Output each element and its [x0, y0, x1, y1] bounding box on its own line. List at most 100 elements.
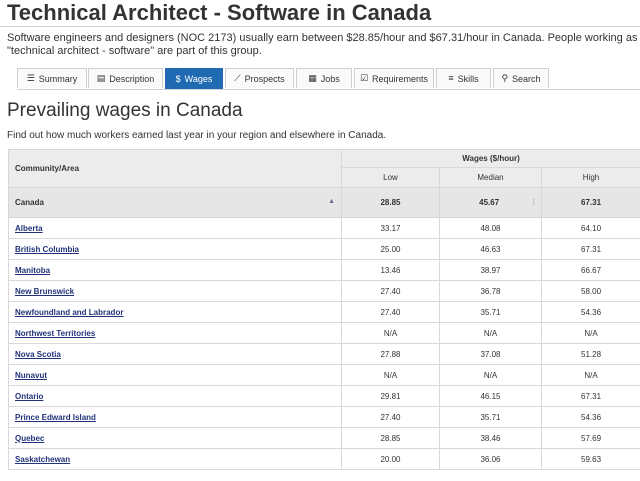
median-cell: 38.46 [439, 427, 542, 449]
area-name: Canada [15, 198, 44, 207]
tab-search[interactable]: ⚲ Search [493, 68, 549, 88]
list-icon: ☰ [26, 73, 35, 83]
median-cell: 46.15 [439, 385, 542, 407]
low-cell: 20.00 [341, 448, 440, 470]
area-cell: Nunavut [8, 364, 342, 386]
high-cell: 57.69 [540, 427, 640, 449]
high-cell: 67.31 [540, 385, 640, 407]
median-cell: N/A [439, 364, 542, 386]
column-header-community[interactable]: Community/Area [8, 149, 342, 188]
median-cell: 37.08 [439, 343, 542, 365]
intro-text: Software engineers and designers (NOC 21… [7, 32, 640, 57]
area-link[interactable]: Northwest Territories [15, 328, 96, 338]
table-row: Newfoundland and Labrador 27.40 35.71 54.36 [8, 301, 640, 323]
canada-cell: Canada ▲ [8, 187, 342, 218]
tab-bar: ☰ Summary ▤ Description $ Wages ⟋ Prospe… [17, 68, 640, 90]
column-header-high[interactable]: High [540, 167, 640, 188]
table-row: Quebec 28.85 38.46 57.69 [8, 427, 640, 449]
table-row: Northwest Territories N/A N/A N/A [8, 322, 640, 344]
table-row: Nunavut N/A N/A N/A [8, 364, 640, 386]
high-cell: 51.28 [540, 343, 640, 365]
tab-label: Requirements [372, 73, 429, 84]
document-icon: ▤ [96, 73, 106, 83]
area-cell: New Brunswick [8, 280, 342, 302]
section-subtitle: Find out how much workers earned last ye… [7, 130, 387, 141]
area-link[interactable]: Nunavut [15, 370, 47, 380]
median-value: 45.67 [479, 198, 500, 207]
median-cell: 35.71 [439, 301, 542, 323]
wages-table: Community/Area Wages ($/hour) Low Median… [8, 149, 640, 470]
area-cell: Manitoba [8, 259, 342, 281]
area-cell: Quebec [8, 427, 342, 449]
page-title: Technical Architect - Software in Canada [7, 0, 432, 25]
high-cell: 54.36 [540, 406, 640, 428]
tab-skills[interactable]: ≡ Skills [436, 68, 491, 88]
low-cell: 27.40 [341, 280, 440, 302]
tab-label: Description [109, 73, 155, 84]
column-header-median[interactable]: Median [439, 167, 542, 188]
low-cell: 13.46 [341, 259, 440, 281]
table-row: New Brunswick 27.40 36.78 58.00 [8, 280, 640, 302]
area-link[interactable]: Alberta [15, 223, 43, 233]
area-link[interactable]: Quebec [15, 433, 45, 443]
low-cell: N/A [341, 322, 440, 344]
table-row: Saskatchewan 20.00 36.06 59.63 [8, 448, 640, 470]
tab-requirements[interactable]: ☑ Requirements [354, 68, 434, 88]
area-cell: Newfoundland and Labrador [8, 301, 342, 323]
section-title: Prevailing wages in Canada [7, 100, 243, 121]
tab-wages[interactable]: $ Wages [165, 68, 223, 89]
sort-ascending-icon[interactable]: ▲ [328, 198, 335, 205]
area-link[interactable]: Nova Scotia [15, 349, 61, 359]
area-link[interactable]: New Brunswick [15, 286, 75, 296]
tab-label: Skills [457, 73, 479, 84]
tab-label: Search [512, 73, 541, 84]
area-link[interactable]: Manitoba [15, 265, 51, 275]
table-row: Prince Edward Island 27.40 35.71 54.36 [8, 406, 640, 428]
tab-description[interactable]: ▤ Description [88, 68, 163, 88]
dollar-icon: $ [175, 73, 181, 84]
table-row: Ontario 29.81 46.15 67.31 [8, 385, 640, 407]
area-link[interactable]: Prince Edward Island [15, 412, 96, 422]
search-icon: ⚲ [501, 73, 509, 83]
low-cell: 27.88 [341, 343, 440, 365]
high-cell: 66.67 [540, 259, 640, 281]
high-cell: 54.36 [540, 301, 640, 323]
high-cell: N/A [540, 322, 640, 344]
tab-jobs[interactable]: ▦ Jobs [296, 68, 352, 88]
tab-label: Prospects [244, 73, 285, 84]
median-cell: 35.71 [439, 406, 542, 428]
column-header-low[interactable]: Low [341, 167, 440, 188]
low-cell: 28.85 [341, 187, 440, 218]
median-cell: 45.67 ⁞ [439, 187, 542, 218]
tab-prospects[interactable]: ⟋ Prospects [225, 68, 294, 88]
median-cell: N/A [439, 322, 542, 344]
table-row: British Columbia 25.00 46.63 67.31 [8, 238, 640, 260]
area-cell: Northwest Territories [8, 322, 342, 344]
tab-summary[interactable]: ☰ Summary [17, 68, 87, 88]
median-cell: 36.78 [439, 280, 542, 302]
high-cell: 67.31 [540, 187, 640, 218]
table-row: Manitoba 13.46 38.97 66.67 [8, 259, 640, 281]
checkbox-icon: ☑ [359, 73, 369, 83]
median-cell: 46.63 [439, 238, 542, 260]
area-cell: Alberta [8, 217, 342, 239]
area-link[interactable]: Saskatchewan [15, 454, 71, 464]
title-divider [0, 26, 640, 27]
area-cell: Nova Scotia [8, 343, 342, 365]
area-cell: Prince Edward Island [8, 406, 342, 428]
median-cell: 36.06 [439, 448, 542, 470]
tab-label: Jobs [320, 73, 340, 84]
high-cell: 58.00 [540, 280, 640, 302]
area-link[interactable]: Ontario [15, 391, 44, 401]
high-cell: N/A [540, 364, 640, 386]
tab-label: Summary [38, 73, 78, 84]
low-cell: 25.00 [341, 238, 440, 260]
area-link[interactable]: Newfoundland and Labrador [15, 307, 124, 317]
area-link[interactable]: British Columbia [15, 244, 80, 254]
column-resize-icon: ⁞ [532, 198, 535, 207]
area-cell: British Columbia [8, 238, 342, 260]
table-row: Nova Scotia 27.88 37.08 51.28 [8, 343, 640, 365]
sliders-icon: ≡ [448, 73, 454, 83]
low-cell: 33.17 [341, 217, 440, 239]
area-cell: Saskatchewan [8, 448, 342, 470]
